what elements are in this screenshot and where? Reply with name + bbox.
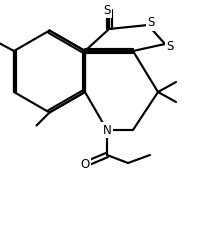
Text: S: S bbox=[147, 16, 155, 29]
Text: S: S bbox=[166, 40, 174, 52]
Text: N: N bbox=[103, 124, 111, 137]
Text: O: O bbox=[80, 158, 90, 171]
Text: S: S bbox=[103, 4, 111, 16]
